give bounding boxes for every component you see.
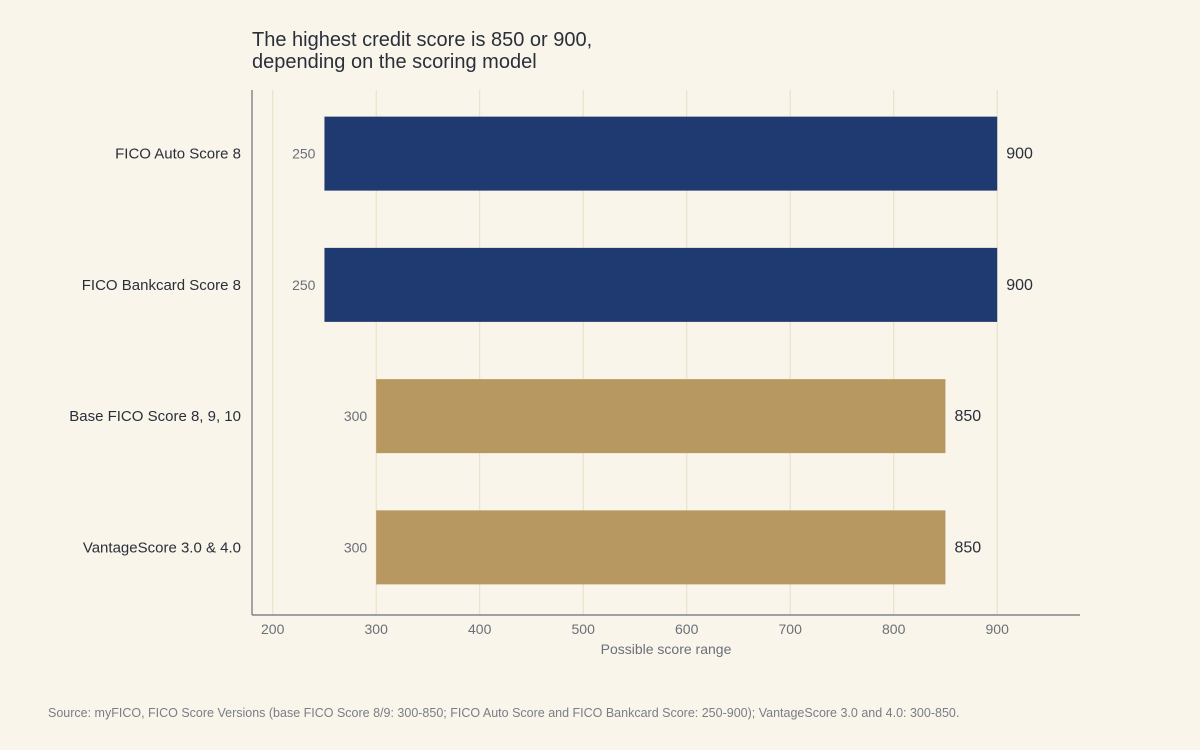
min-value-label: 250 xyxy=(292,277,316,293)
min-value-label: 250 xyxy=(292,146,316,162)
x-tick-label: 200 xyxy=(261,621,285,637)
min-value-label: 300 xyxy=(344,539,368,555)
range-bar xyxy=(324,116,998,191)
x-tick-label: 300 xyxy=(365,621,389,637)
max-value-label: 900 xyxy=(1006,146,1033,163)
chart-title-line-2: depending on the scoring model xyxy=(252,51,537,73)
axes xyxy=(251,90,1080,616)
bars xyxy=(324,116,998,585)
category-label: Base FICO Score 8, 9, 10 xyxy=(69,408,241,425)
category-label: FICO Auto Score 8 xyxy=(115,146,241,163)
range-bar xyxy=(376,510,946,585)
x-tick-label: 800 xyxy=(882,621,906,637)
range-bar xyxy=(376,379,946,454)
x-tick-label: 500 xyxy=(572,621,596,637)
chart-title-line-1: The highest credit score is 850 or 900, xyxy=(252,29,592,51)
max-value-label: 900 xyxy=(1006,277,1033,294)
max-value-label: 850 xyxy=(954,408,981,425)
x-axis-title: Possible score range xyxy=(601,641,732,657)
x-tick-label: 600 xyxy=(675,621,699,637)
category-label: VantageScore 3.0 & 4.0 xyxy=(83,539,241,556)
category-label: FICO Bankcard Score 8 xyxy=(82,277,241,294)
x-tick-label: 700 xyxy=(779,621,803,637)
source-note: Source: myFICO, FICO Score Versions (bas… xyxy=(48,706,959,720)
labels: 200 300 400 500 600 700 800 900 FICO Auto Score … xyxy=(69,146,1033,637)
x-tick-label: 900 xyxy=(986,621,1010,637)
range-bar xyxy=(324,247,998,322)
min-value-label: 300 xyxy=(344,408,368,424)
x-tick-label: 400 xyxy=(468,621,492,637)
max-value-label: 850 xyxy=(954,539,981,556)
